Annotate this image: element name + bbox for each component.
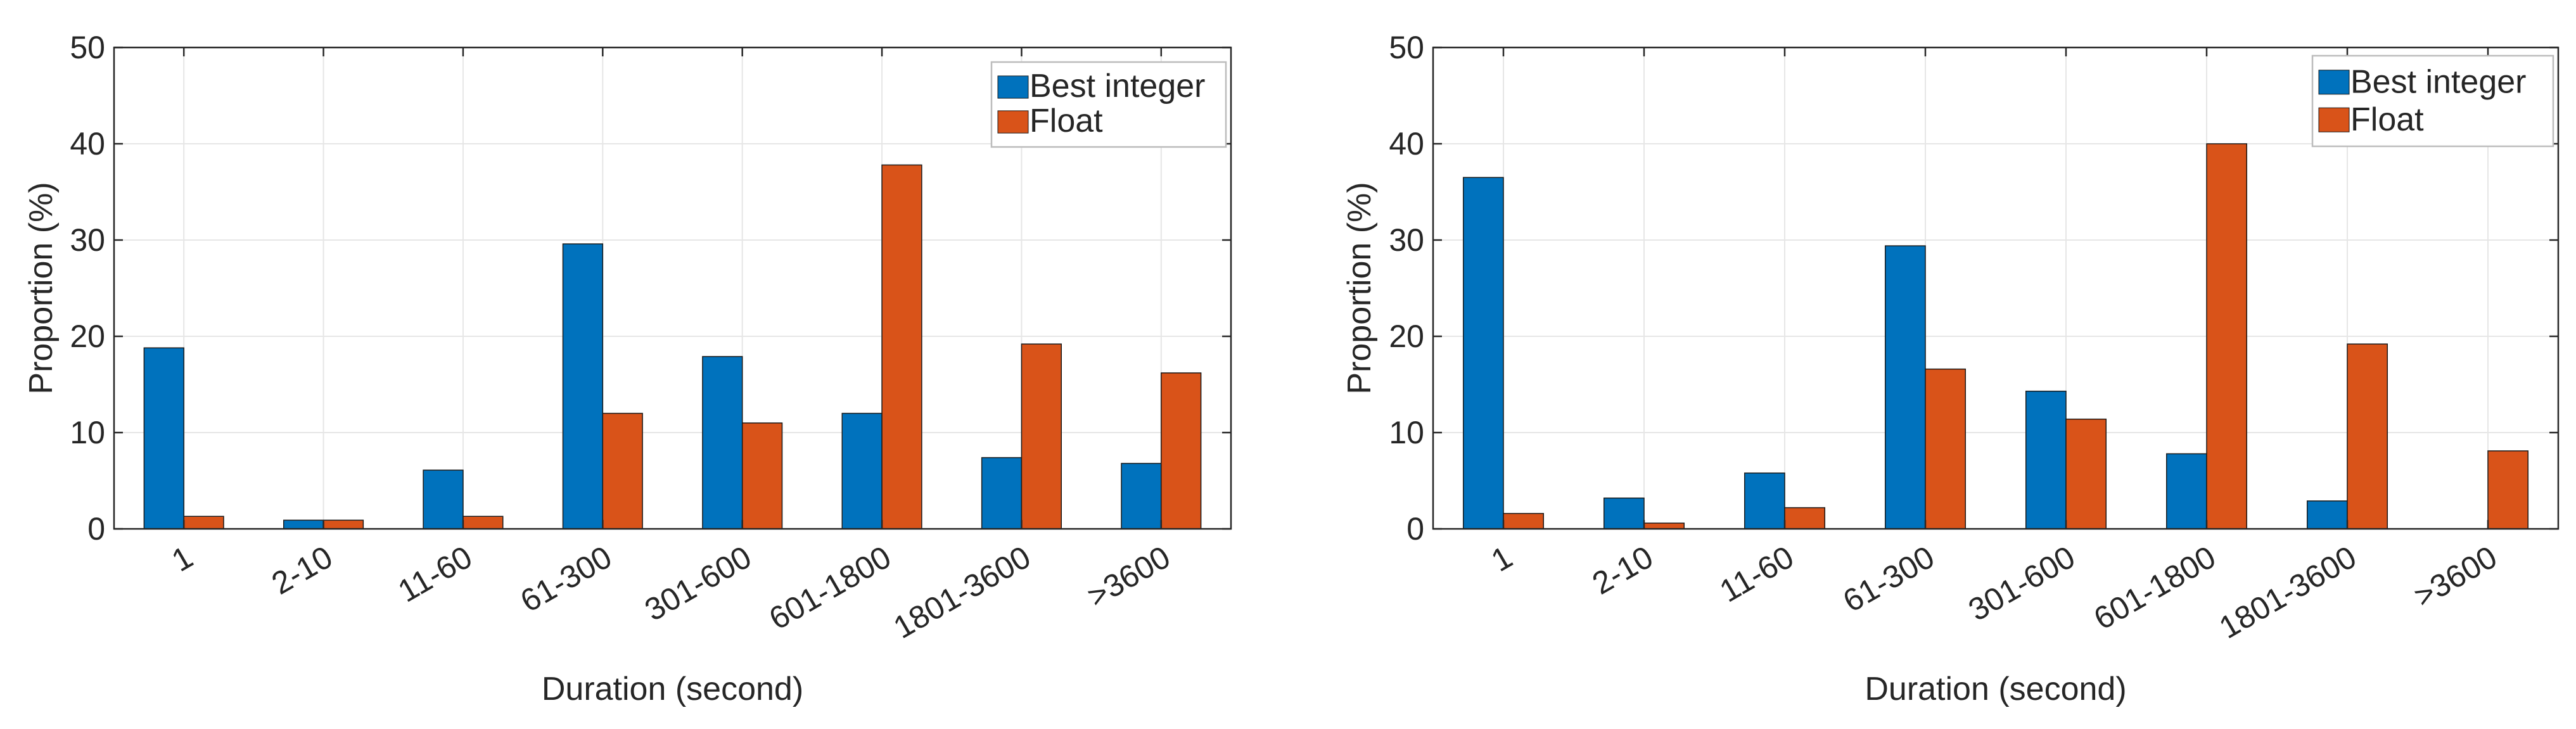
bar [322,519,364,529]
y-tick-label: 50 [70,30,105,65]
bar [981,457,1023,529]
x-tick-label: 301-600 [1963,539,2081,628]
x-tick-label: 1801-3600 [888,539,1036,645]
legend-swatch [997,75,1029,99]
y-axis: 0 10 20 30 40 50 [1389,30,2558,547]
bar [1603,497,1645,529]
bar [283,519,324,529]
legend-swatch [2318,70,2350,95]
x-tick-label: 1 [166,539,199,578]
bar [2347,343,2388,529]
y-tick-label: 0 [1406,511,1424,547]
x-axis-title: Duration (second) [1865,671,2126,707]
x-tick-label: 2-10 [265,539,338,602]
x-axis-title: Duration (second) [542,671,803,707]
legend-label: Float [1030,103,1103,139]
x-tick-label: 301-600 [639,539,757,628]
bar [1925,368,1967,529]
legend-label: Best integer [1030,68,1206,105]
legend-label: Best integer [2350,63,2527,100]
x-tick-label: 11-60 [392,539,478,609]
bar [1784,507,1826,529]
bar [1884,245,1926,529]
x-tick-label: 1801-3600 [2213,539,2362,645]
bar [1021,343,1062,529]
x-tick-label: 2-10 [1586,539,1659,602]
y-axis-title: Proportion (%) [1341,182,1378,394]
bar [881,164,922,529]
legend-box [2311,54,2554,148]
bar [2025,390,2067,529]
y-tick-label: 30 [1389,222,1424,258]
x-tick-label: 1 [1485,539,1518,578]
bar [602,412,643,529]
axes-box [113,46,1232,530]
chart-1: 0 10 20 30 40 50 1 2-10 11-60 61-300 301-600 601-18… [23,30,1232,707]
y-tick-label: 20 [1389,319,1424,354]
bar [741,422,783,529]
bar [423,469,464,529]
x-tick-label: 601-1800 [2088,539,2221,637]
x-tick-label: 61-300 [514,539,618,619]
series-best-integer [1462,177,2348,529]
x-tick-label: 11-60 [1714,539,1800,609]
series-best-integer [143,243,1162,529]
x-tick-label: >3600 [1081,539,1176,614]
y-tick-label: 50 [1389,30,1424,65]
legend-swatch [2318,107,2350,132]
x-tick-label: 61-300 [1837,539,1941,619]
chart-2: 0 10 20 30 40 50 1 2-10 11-60 61-300 301-600 601-18… [1341,30,2560,707]
bar [143,347,184,529]
bar [1744,472,1785,529]
bar [562,243,604,529]
bar [183,516,224,529]
y-tick-label: 0 [87,511,105,547]
bar [2306,500,2348,529]
axes-box [1432,46,2560,530]
y-tick-label: 10 [70,415,105,450]
x-tick-label: 601-1800 [763,539,897,637]
x-tick-label: >3600 [2408,539,2503,614]
bar [841,412,883,529]
y-tick-label: 10 [1389,415,1424,450]
bar [462,516,504,529]
bar [1462,177,1504,529]
y-tick-label: 40 [1389,126,1424,162]
y-axis-title: Proportion (%) [23,182,60,394]
legend-label: Float [2350,101,2424,138]
bar [2206,143,2248,529]
bar [2065,418,2107,529]
bar [1121,462,1162,529]
bar [1503,512,1545,529]
y-tick-label: 30 [70,222,105,258]
legend-swatch [997,110,1029,134]
y-axis: 0 10 20 30 40 50 [70,30,1231,547]
bar [2487,450,2529,529]
bar [2165,453,2207,529]
series-float [183,164,1202,529]
bar [1643,523,1685,529]
y-tick-label: 40 [70,126,105,162]
bar [702,356,743,529]
legend-box [990,61,1227,148]
y-tick-label: 20 [70,319,105,354]
bar [1161,372,1202,529]
